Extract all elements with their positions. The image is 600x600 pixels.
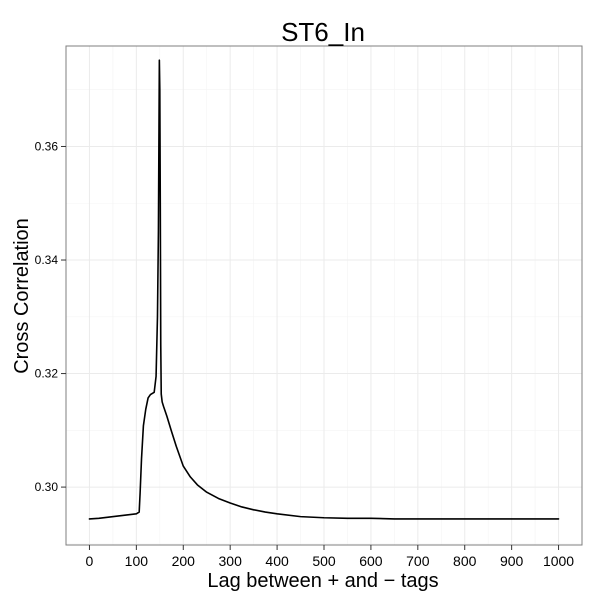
x-tick-label: 100: [125, 553, 149, 569]
x-tick-label: 200: [172, 553, 196, 569]
series-line: [88, 59, 560, 520]
series-layer: [88, 59, 560, 520]
y-tick-label: 0.34: [35, 253, 59, 267]
x-tick-label: 800: [453, 553, 477, 569]
x-axis: 0 100 200 300 400 500 600 700 800 900 1000: [86, 545, 574, 569]
x-tick-label: 400: [265, 553, 289, 569]
x-tick-label: 1000: [543, 553, 574, 569]
y-tick-label: 0.32: [35, 367, 59, 381]
chart-title: ST6_In: [281, 17, 365, 47]
grid-major: [66, 46, 582, 545]
y-tick-label: 0.30: [35, 480, 59, 494]
x-axis-title: Lag between + and − tags: [207, 570, 438, 592]
y-axis-title: Cross Correlation: [11, 218, 33, 374]
x-tick-label: 500: [312, 553, 336, 569]
x-tick-label: 700: [406, 553, 430, 569]
x-tick-label: 900: [500, 553, 524, 569]
y-axis: 0.30 0.32 0.34 0.36: [35, 139, 66, 494]
x-tick-label: 300: [219, 553, 243, 569]
y-tick-label: 0.36: [35, 139, 59, 153]
x-tick-label: 600: [359, 553, 383, 569]
x-tick-label: 0: [86, 553, 94, 569]
